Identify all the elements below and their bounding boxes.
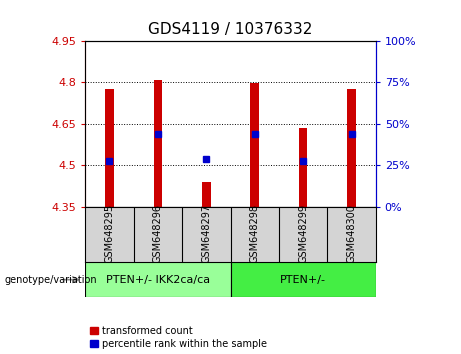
Legend: transformed count, percentile rank within the sample: transformed count, percentile rank withi… [90, 326, 267, 349]
Text: GSM648298: GSM648298 [250, 204, 260, 263]
Text: GSM648297: GSM648297 [201, 204, 211, 263]
Text: PTEN+/-: PTEN+/- [280, 275, 326, 285]
Bar [154, 80, 162, 207]
Text: GSM648296: GSM648296 [153, 204, 163, 263]
Text: GSM648299: GSM648299 [298, 204, 308, 263]
Bar [105, 89, 114, 207]
Bar [347, 89, 356, 207]
Text: PTEN+/- IKK2ca/ca: PTEN+/- IKK2ca/ca [106, 275, 210, 285]
Text: GSM648295: GSM648295 [105, 204, 114, 263]
Text: genotype/variation: genotype/variation [5, 275, 97, 285]
Bar [202, 182, 211, 207]
Title: GDS4119 / 10376332: GDS4119 / 10376332 [148, 22, 313, 37]
Text: GSM648300: GSM648300 [347, 204, 356, 263]
Bar [250, 83, 259, 207]
Bar [85, 262, 230, 297]
Bar [230, 262, 376, 297]
Bar [299, 128, 307, 207]
